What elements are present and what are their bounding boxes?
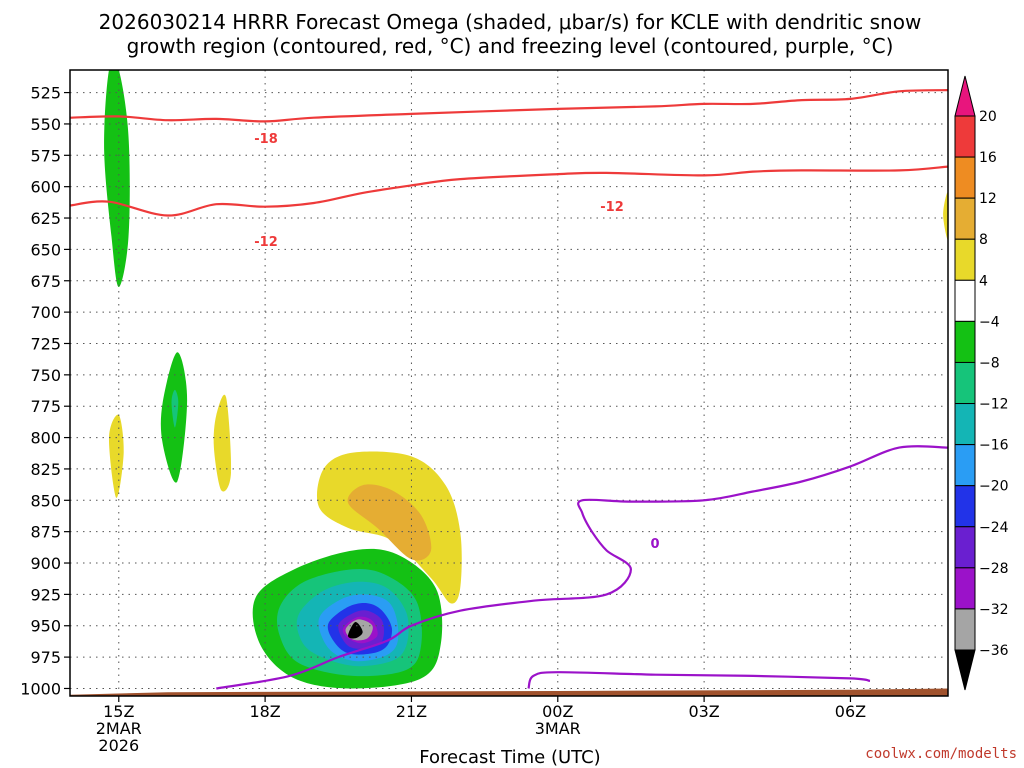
colorbar-tick-label: −8 — [979, 355, 1000, 371]
y-tick-label: 625 — [30, 209, 61, 228]
y-tick-label: 850 — [30, 491, 61, 510]
dgz-lower-label-a: -12 — [254, 235, 278, 250]
colorbar-bin — [954, 361, 976, 405]
dgz-upper-contour — [70, 89, 948, 123]
grid-lines — [70, 70, 948, 696]
chart-title-line-2: growth region (contoured, red, °C) and f… — [127, 34, 894, 58]
colorbar-tick-label: −24 — [979, 520, 1009, 536]
colorbar-tick-label: −16 — [979, 438, 1009, 454]
colorbar-bin — [954, 279, 976, 322]
y-tick-label: 750 — [30, 366, 61, 385]
colorbar-bin — [954, 444, 976, 487]
colorbar-tick-label: 12 — [979, 191, 997, 207]
colorbar-tick-label: −20 — [979, 479, 1009, 495]
colorbar-bin — [954, 156, 976, 199]
colorbar-bin — [954, 320, 976, 363]
x-tick-label: 00Z — [542, 702, 573, 721]
colorbar-tick-label: 16 — [979, 150, 997, 166]
terrain-fill — [70, 688, 948, 696]
omega-area-descent-black — [348, 621, 363, 639]
y-tick-label: 1000 — [20, 679, 61, 698]
colorbar-tick-label: −28 — [979, 561, 1009, 577]
y-tick-label: 575 — [30, 146, 61, 165]
y-tick-label: 975 — [30, 648, 61, 667]
contour-label-bg — [248, 234, 284, 249]
colorbar-bin — [954, 608, 976, 651]
y-tick-label: 775 — [30, 397, 61, 416]
omega-area-small-yellow-1 — [108, 414, 124, 498]
contour-lines — [70, 89, 948, 690]
colorbar-bin — [954, 567, 976, 610]
omega-area-orange-updraft-inner — [347, 484, 432, 561]
colorbar-bin — [954, 526, 976, 569]
contour-labels: -18 -12 -12 0 — [248, 131, 663, 552]
y-tick-label: 725 — [30, 334, 61, 353]
freezing-level-label: 0 — [650, 537, 659, 552]
omega-colorbar: 20 16 12 8 4 −4 −8 −12 −16 −20 −24 −28 −32 −36 — [954, 75, 1009, 691]
y-tick-label: 825 — [30, 460, 61, 479]
y-axis: 525 550 575 600 625 650 675 700 725 750 775 800 825 8… — [20, 84, 70, 698]
ground-terrain — [70, 688, 948, 696]
y-tick-label: 950 — [30, 617, 61, 636]
x-tick-label: 18Z — [249, 702, 280, 721]
y-tick-label: 550 — [30, 115, 61, 134]
omega-area-small-yellow-2 — [213, 394, 232, 492]
colorbar-bin — [954, 403, 976, 446]
dgz-lower-label-b: -12 — [600, 200, 624, 215]
colorbar-top-arrow — [954, 75, 976, 117]
dgz-lower-contour — [70, 165, 948, 217]
colorbar-bin — [954, 238, 976, 281]
y-tick-label: 900 — [30, 554, 61, 573]
x-tick-year: 2026 — [98, 736, 139, 755]
dgz-upper-label: -18 — [254, 132, 278, 147]
contour-label-bg — [248, 131, 284, 146]
colorbar-tick-label: −4 — [979, 314, 1000, 330]
colorbar-tick-label: 8 — [979, 232, 988, 248]
x-axis-label: Forecast Time (UTC) — [419, 747, 600, 768]
y-tick-label: 525 — [30, 84, 61, 103]
x-tick-label: 15Z — [103, 702, 134, 721]
chart-title-line-1: 2026030214 HRRR Forecast Omega (shaded, … — [99, 10, 922, 34]
contour-label-bg — [647, 536, 663, 551]
y-tick-label: 650 — [30, 240, 61, 259]
colorbar-tick-label: −12 — [979, 397, 1009, 413]
y-tick-label: 875 — [30, 523, 61, 542]
colorbar-bin — [954, 197, 976, 240]
x-tick-label: 03Z — [688, 702, 719, 721]
freezing-level-contour-low — [527, 671, 871, 689]
x-tick-date: 3MAR — [535, 719, 581, 738]
x-tick-label: 21Z — [396, 702, 427, 721]
colorbar-bottom-arrow — [954, 649, 976, 691]
colorbar-bin — [954, 115, 976, 158]
credit-text: coolwx.com/modelts — [865, 746, 1017, 762]
colorbar-bin — [954, 485, 976, 528]
freezing-level-contour — [216, 445, 948, 690]
colorbar-tick-label: −32 — [979, 602, 1009, 618]
contour-label-bg — [594, 199, 630, 214]
y-tick-label: 800 — [30, 429, 61, 448]
x-tick-date: 2MAR — [96, 719, 142, 738]
y-tick-label: 675 — [30, 272, 61, 291]
omega-area-upper-green-plume — [104, 70, 130, 287]
omega-shading — [104, 70, 948, 689]
y-tick-label: 700 — [30, 303, 61, 322]
x-tick-label: 06Z — [835, 702, 866, 721]
y-tick-label: 600 — [30, 178, 61, 197]
omega-area-edge-yellow — [943, 192, 948, 240]
omega-area-mid-teal-spot — [171, 389, 179, 428]
colorbar-tick-label: 4 — [979, 273, 988, 289]
y-tick-label: 925 — [30, 585, 61, 604]
colorbar-tick-label: 20 — [979, 109, 997, 125]
plot-frame — [69, 69, 949, 697]
colorbar-tick-label: −36 — [979, 643, 1009, 659]
